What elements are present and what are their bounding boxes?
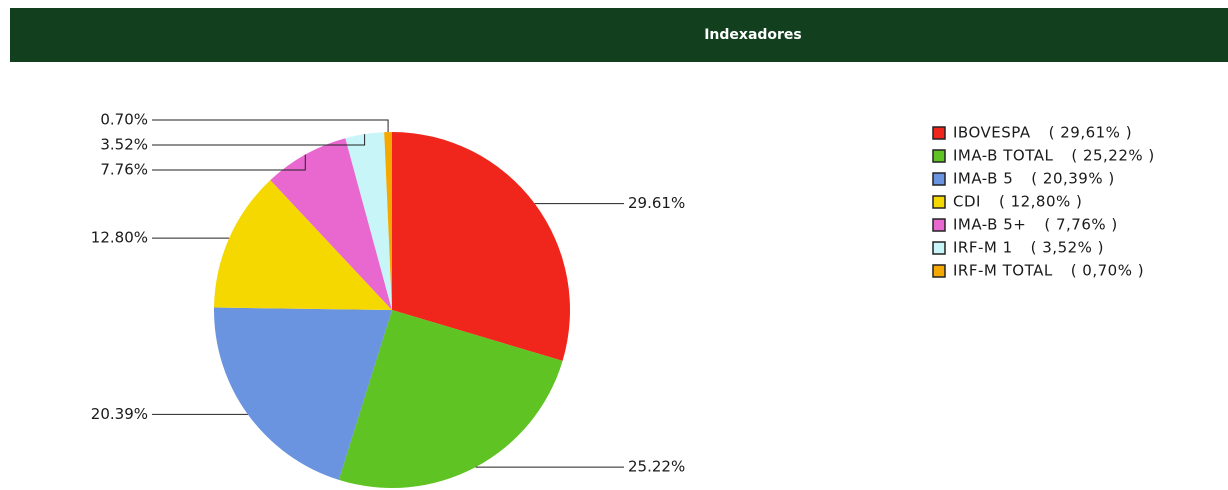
legend-swatch <box>932 264 946 278</box>
pie-slice <box>214 180 392 310</box>
legend-label: IRF-M 1 <box>953 239 1013 257</box>
data-label: 20.39% <box>91 405 148 423</box>
legend-swatch <box>932 241 946 255</box>
legend-value: ( 3,52% ) <box>1031 239 1104 257</box>
legend-label: IMA-B TOTAL <box>953 147 1053 165</box>
legend-label: IMA-B 5 <box>953 170 1013 188</box>
data-label: 7.76% <box>100 161 148 179</box>
data-label: 25.22% <box>628 458 685 476</box>
legend-value: ( 12,80% ) <box>999 193 1082 211</box>
legend-swatch <box>932 172 946 186</box>
pie-slice <box>338 310 563 488</box>
legend-value: ( 0,70% ) <box>1071 262 1144 280</box>
chart-title: Indexadores <box>704 27 802 43</box>
legend-label: CDI <box>953 193 981 211</box>
legend-label: IBOVESPA <box>953 124 1031 142</box>
legend-swatch <box>932 218 946 232</box>
legend-value: ( 29,61% ) <box>1049 124 1132 142</box>
pie-slice <box>384 132 392 310</box>
legend-value: ( 7,76% ) <box>1044 216 1117 234</box>
data-label: 3.52% <box>100 136 148 154</box>
pie-slice <box>213 307 392 480</box>
pie-slice <box>345 132 392 310</box>
legend-swatch <box>932 149 946 163</box>
legend-swatch <box>932 195 946 209</box>
leader-line <box>152 154 306 171</box>
leader-line <box>152 119 389 133</box>
legend-label: IRF-M TOTAL <box>953 262 1053 280</box>
leader-line <box>152 134 366 146</box>
legend-value: ( 20,39% ) <box>1031 170 1114 188</box>
pie-slice <box>392 132 570 361</box>
data-label: 12.80% <box>91 229 148 247</box>
pie-slice <box>270 138 392 310</box>
legend-value: ( 25,22% ) <box>1071 147 1154 165</box>
legend-label: IMA-B 5+ <box>953 216 1026 234</box>
title-banner <box>10 8 1228 62</box>
legend-swatch <box>932 126 946 140</box>
data-label: 0.70% <box>100 111 148 129</box>
data-label: 29.61% <box>628 194 685 212</box>
